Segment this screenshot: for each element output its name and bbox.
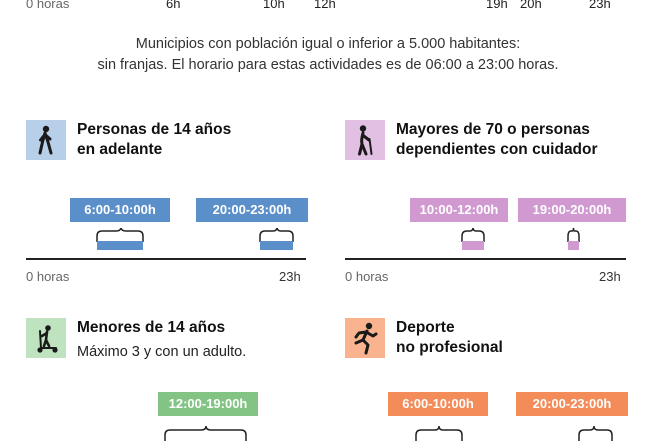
walking-person-icon	[26, 120, 66, 160]
top-axis-label-6h: 6h	[166, 0, 181, 11]
top-axis-label-20h: 20h	[520, 0, 542, 11]
time-axis	[26, 258, 306, 260]
bar-morning	[97, 241, 143, 250]
axis-start-label: 0 horas	[26, 269, 70, 284]
elderly-person-with-cane-icon	[345, 120, 385, 160]
bar-morning	[462, 241, 484, 250]
small-municipalities-note: Municipios con población igual o inferio…	[0, 34, 656, 76]
bar-evening	[568, 241, 579, 250]
group-title-line-1: Deporte	[396, 319, 455, 336]
axis-end-label: 23h	[279, 269, 301, 284]
child-on-scooter-icon	[26, 318, 66, 358]
time-slot-badge-morning: 10:00-12:00h	[410, 198, 508, 222]
group-title-line-2: en adelante	[77, 141, 163, 158]
top-axis-label-12h: 12h	[314, 0, 336, 11]
bracket-evening	[578, 425, 613, 441]
panel-elderly: Mayores de 70 o personas dependientes co…	[328, 110, 656, 300]
brackets	[415, 425, 613, 441]
group-title-children: Menores de 14 años	[77, 319, 226, 336]
time-slot-badge-morning: 6:00-10:00h	[388, 392, 488, 416]
group-title-line-1: Mayores de 70 o personas	[396, 121, 590, 138]
top-axis-label-19h: 19h	[486, 0, 508, 11]
group-subtitle-children: Máximo 3 y con un adulto.	[77, 344, 247, 360]
panel-sport: Deporte no profesional 6:00-10:00h 20:00…	[328, 310, 656, 441]
bracket-slot	[164, 425, 247, 441]
time-axis	[345, 258, 626, 260]
bracket-morning	[461, 228, 485, 242]
panel-adults: Personas de 14 años en adelante 6:00-10:…	[0, 110, 328, 300]
axis-start-label: 0 horas	[345, 269, 389, 284]
group-title-sport: Deporte no profesional	[396, 318, 503, 358]
top-axis-label-23h: 23h	[589, 0, 611, 11]
group-title-line-1: Personas de 14 años	[77, 121, 232, 138]
note-line-2: sin franjas. El horario para estas activ…	[97, 57, 559, 73]
time-slot-badge-evening: 20:00-23:00h	[516, 392, 628, 416]
bracket-morning	[415, 425, 463, 441]
brackets-and-bars	[96, 228, 294, 250]
brackets-and-bars	[461, 228, 580, 250]
bar-evening	[260, 241, 293, 250]
bracket-evening	[259, 228, 294, 242]
group-title-elderly: Mayores de 70 o personas dependientes co…	[396, 120, 598, 160]
axis-end-label: 23h	[599, 269, 621, 284]
time-slot-badge: 12:00-19:00h	[158, 392, 258, 416]
note-line-1: Municipios con población igual o inferio…	[135, 36, 521, 52]
time-slot-badge-morning: 6:00-10:00h	[70, 198, 170, 222]
panel-children: Menores de 14 años Máximo 3 y con un adu…	[0, 310, 328, 441]
brackets	[164, 425, 247, 441]
bracket-evening	[567, 228, 580, 242]
group-title-line-2: no profesional	[396, 339, 503, 356]
bracket-morning	[96, 228, 144, 242]
group-title-adults: Personas de 14 años en adelante	[77, 120, 231, 160]
top-axis-label-0h: 0 horas	[26, 0, 70, 11]
time-slot-badge-evening: 20:00-23:00h	[196, 198, 308, 222]
time-slot-badge-evening: 19:00-20:00h	[518, 198, 626, 222]
running-person-icon	[345, 318, 385, 358]
top-axis-label-10h: 10h	[263, 0, 285, 11]
group-title-line-2: dependientes con cuidador	[396, 141, 598, 158]
